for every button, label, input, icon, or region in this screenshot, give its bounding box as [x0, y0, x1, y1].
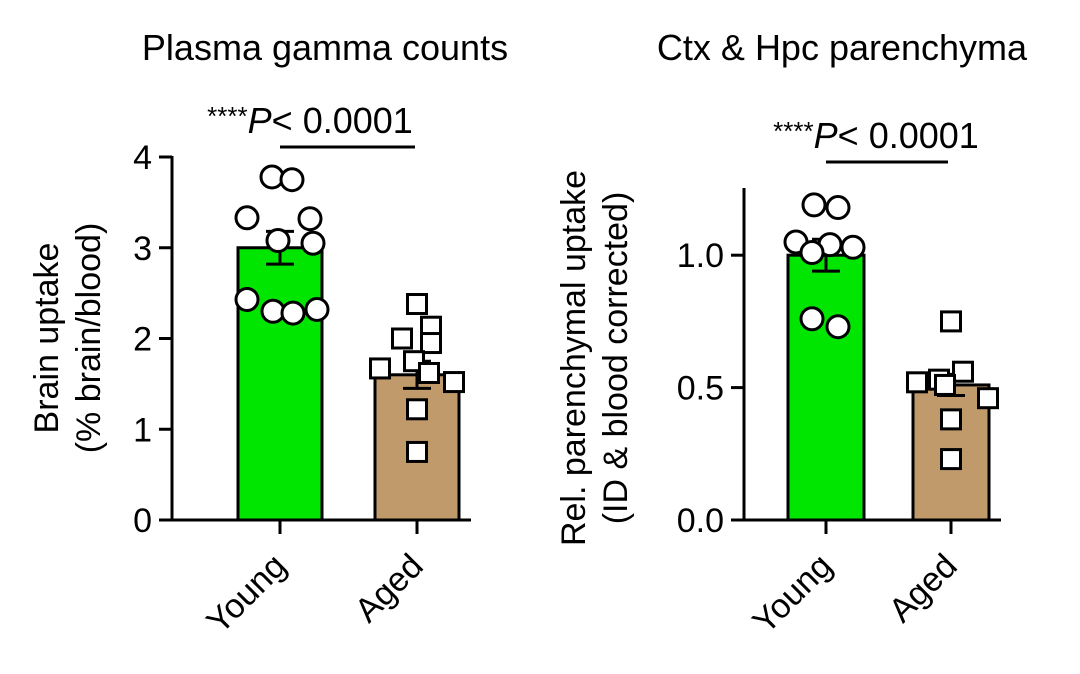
x-tick-label-aged: Aged	[348, 547, 431, 630]
x-tick-label-young: Young	[745, 547, 839, 641]
data-point-aged	[952, 360, 974, 383]
data-point-aged	[391, 327, 413, 350]
significance-label: ****P< 0.0001	[207, 100, 413, 141]
y-tick-label: 2	[133, 321, 152, 359]
y-tick-label: 0	[133, 502, 152, 540]
data-point-young	[825, 195, 851, 221]
x-tick-label-young: Young	[199, 547, 293, 641]
data-point-young	[297, 206, 323, 232]
data-point-aged	[977, 387, 999, 410]
y-tick-label: 0.0	[677, 502, 724, 540]
data-point-young	[799, 306, 825, 332]
data-point-aged	[420, 332, 442, 355]
y-tick-label: 1	[133, 411, 152, 449]
significance-stars: ****	[207, 101, 247, 131]
chart-title: Ctx & Hpc parenchyma	[657, 27, 1028, 68]
significance-p: P	[814, 115, 838, 156]
data-point-aged	[934, 373, 956, 396]
data-point-young	[825, 314, 851, 340]
chart-panel-plasma: Plasma gamma counts Brain uptake (% brai…	[28, 27, 508, 641]
significance-label: ****P< 0.0001	[773, 115, 979, 156]
significance-value: < 0.0001	[272, 100, 413, 141]
data-point-young	[801, 192, 827, 218]
y-axis-label-sub: (% brain/blood)	[70, 223, 108, 454]
data-point-aged	[443, 371, 465, 394]
data-point-aged	[406, 293, 428, 316]
y-axis-label-sub: (ID & blood corrected)	[597, 192, 635, 525]
data-point-aged	[369, 357, 391, 380]
data-point-aged	[418, 361, 440, 384]
y-tick-label: 0.5	[677, 370, 724, 408]
data-point-young	[300, 230, 326, 256]
chart-title: Plasma gamma counts	[142, 27, 508, 68]
data-point-young	[259, 164, 285, 190]
data-point-young	[279, 167, 305, 193]
x-tick-label-aged: Aged	[882, 547, 965, 630]
y-tick-label: 3	[133, 230, 152, 268]
bar-young	[786, 253, 866, 522]
data-point-aged	[406, 440, 428, 463]
data-point-young	[280, 300, 306, 326]
data-point-young	[799, 240, 825, 266]
y-axis-label: Brain uptake	[28, 243, 66, 434]
data-point-young	[234, 205, 260, 231]
data-point-young	[234, 286, 260, 312]
y-tick-label: 1.0	[677, 237, 724, 275]
significance-value: < 0.0001	[838, 115, 979, 156]
data-point-aged	[940, 408, 962, 431]
data-point-aged	[906, 371, 928, 394]
data-point-young	[304, 296, 330, 322]
chart-panel-parenchyma: Ctx & Hpc parenchyma Rel. parenchymal up…	[555, 27, 1028, 641]
y-axis-label: Rel. parenchymal uptake	[555, 170, 593, 546]
y-tick-label: 4	[133, 139, 152, 177]
significance-p: P	[248, 100, 272, 141]
data-point-aged	[940, 448, 962, 471]
data-point-aged	[940, 310, 962, 333]
significance-stars: ****	[773, 116, 813, 146]
data-point-aged	[406, 398, 428, 421]
data-point-young	[265, 227, 291, 253]
data-point-young	[840, 234, 866, 260]
